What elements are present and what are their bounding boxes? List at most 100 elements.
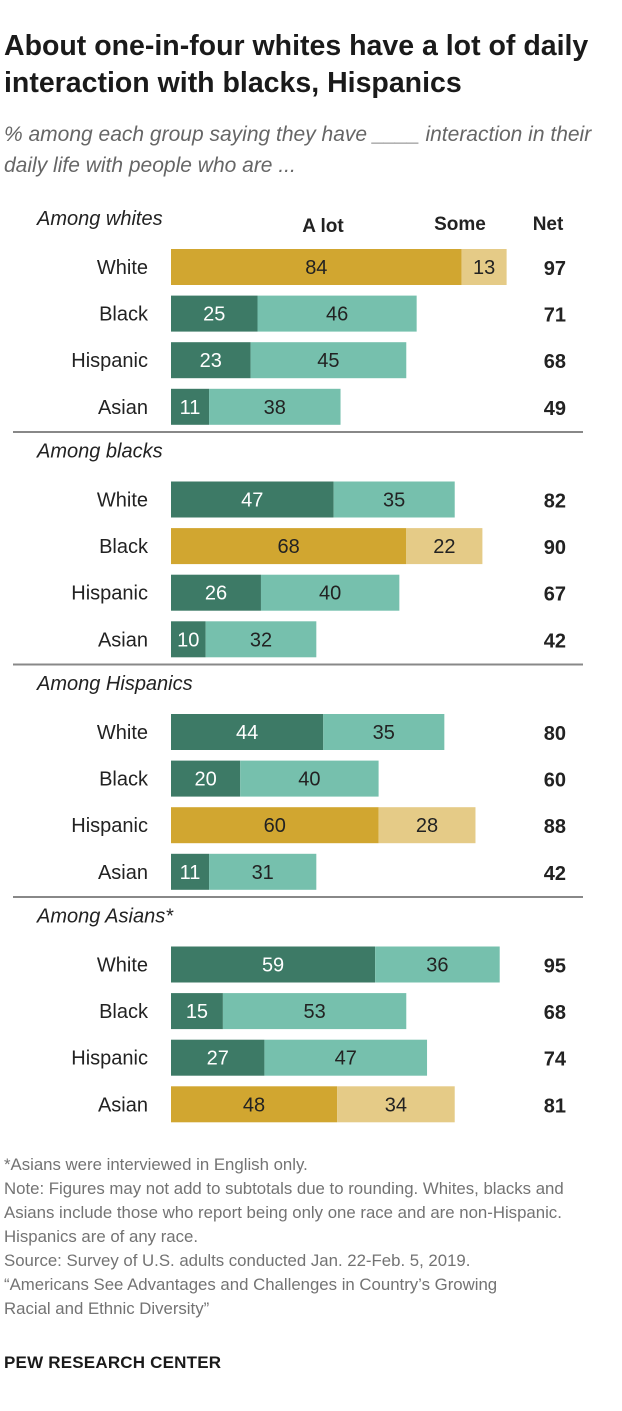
- value-label-a-lot: 11: [180, 397, 201, 419]
- category-label: Asian: [98, 629, 148, 651]
- category-label: White: [97, 490, 148, 512]
- net-value: 88: [544, 816, 566, 838]
- value-label-some: 36: [426, 955, 448, 977]
- value-label-a-lot: 26: [205, 583, 227, 605]
- value-label-some: 35: [373, 722, 395, 744]
- bar-a-lot: [171, 528, 407, 565]
- bar-a-lot: [171, 342, 251, 379]
- net-value: 90: [544, 537, 566, 559]
- bar-some: [375, 946, 500, 983]
- value-label-some: 22: [433, 536, 455, 558]
- bar-a-lot: [171, 388, 210, 425]
- net-value: 71: [544, 305, 566, 327]
- net-value: 74: [544, 1049, 567, 1071]
- value-label-a-lot: 44: [236, 722, 258, 744]
- bar-a-lot: [171, 1039, 265, 1076]
- category-label: Asian: [98, 397, 148, 419]
- net-value: 80: [544, 723, 566, 745]
- bar-a-lot: [171, 714, 324, 750]
- net-value: 68: [544, 1002, 566, 1024]
- bar-some: [461, 249, 507, 285]
- value-label-a-lot: 11: [180, 862, 201, 884]
- bar-some: [209, 853, 317, 890]
- net-value: 97: [544, 258, 566, 280]
- note-text: Note: Figures may not add to subtotals d…: [4, 1179, 564, 1246]
- value-label-some: 35: [383, 490, 405, 512]
- category-label: Black: [99, 304, 149, 326]
- bar-a-lot: [171, 249, 462, 285]
- value-label-some: 46: [326, 304, 348, 326]
- value-label-some: 13: [473, 257, 495, 279]
- bar-some: [406, 528, 483, 565]
- bar-a-lot: [171, 946, 376, 983]
- bar-a-lot: [171, 295, 258, 332]
- report-title: “Americans See Advantages and Challenges…: [4, 1275, 498, 1318]
- value-label-a-lot: 25: [203, 304, 225, 326]
- bar-some: [260, 574, 400, 611]
- header-some: Some: [434, 214, 486, 235]
- bar-some: [257, 295, 417, 332]
- group-label: Among blacks: [36, 441, 163, 463]
- stacked-bar-chart: A lot Some Net Among whites White 84 13 97 Black…: [13, 208, 583, 1123]
- value-label-a-lot: 27: [207, 1048, 229, 1070]
- group-label: Among Hispanics: [36, 673, 193, 695]
- value-label-a-lot: 60: [264, 815, 286, 837]
- bar-a-lot: [171, 807, 379, 844]
- bar-some: [337, 1086, 455, 1123]
- net-value: 81: [544, 1095, 566, 1117]
- bar-some: [323, 714, 445, 750]
- category-label: Black: [99, 536, 149, 558]
- value-label-a-lot: 10: [177, 629, 199, 651]
- category-label: Asian: [98, 1094, 148, 1116]
- category-label: White: [97, 955, 148, 977]
- value-label-a-lot: 48: [243, 1094, 265, 1116]
- category-label: Black: [99, 1001, 149, 1023]
- bar-a-lot: [171, 760, 241, 797]
- category-label: Black: [99, 769, 149, 791]
- bar-a-lot: [171, 574, 261, 611]
- source-text: Source: Survey of U.S. adults conducted …: [4, 1251, 471, 1270]
- value-label-a-lot: 84: [305, 257, 327, 279]
- net-value: 67: [544, 584, 566, 606]
- chart-footer: *Asians were interviewed in English only…: [4, 1153, 616, 1321]
- value-label-a-lot: 68: [278, 536, 300, 558]
- chart-title: About one-in-four whites have a lot of d…: [4, 30, 589, 99]
- value-label-some: 34: [385, 1094, 407, 1116]
- value-label-some: 53: [303, 1001, 325, 1023]
- bar-some: [209, 388, 341, 425]
- value-label-a-lot: 15: [186, 1001, 208, 1023]
- bar-a-lot: [171, 1086, 338, 1123]
- header-net: Net: [533, 214, 564, 235]
- category-label: Hispanic: [71, 350, 148, 372]
- bar-some: [333, 481, 455, 518]
- value-label-a-lot: 59: [262, 955, 284, 977]
- value-label-some: 32: [250, 629, 272, 651]
- chart-subtitle: % among each group saying they have ____…: [4, 123, 592, 177]
- bar-a-lot: [171, 993, 223, 1030]
- bar-some: [378, 807, 476, 844]
- net-value: 82: [544, 491, 566, 513]
- group-label: Among Asians*: [36, 906, 174, 928]
- asterisk-note: *Asians were interviewed in English only…: [4, 1155, 308, 1174]
- bar-some: [264, 1039, 428, 1076]
- net-value: 68: [544, 351, 566, 373]
- bar-some: [240, 760, 379, 797]
- bar-a-lot: [171, 853, 210, 890]
- category-label: Hispanic: [71, 815, 148, 837]
- bar-some: [205, 621, 317, 658]
- bar-a-lot: [171, 621, 206, 658]
- net-value: 95: [544, 956, 566, 978]
- value-label-a-lot: 47: [241, 490, 263, 512]
- value-label-some: 45: [317, 350, 339, 372]
- net-value: 42: [544, 863, 566, 885]
- net-value: 60: [544, 770, 566, 792]
- bar-some: [250, 342, 407, 379]
- bar-a-lot: [171, 481, 334, 518]
- value-label-some: 40: [298, 769, 320, 791]
- value-label-some: 31: [252, 862, 274, 884]
- value-label-some: 28: [416, 815, 438, 837]
- value-label-a-lot: 23: [200, 350, 222, 372]
- category-label: White: [97, 722, 148, 744]
- group-label: Among whites: [36, 208, 163, 230]
- value-label-a-lot: 20: [194, 769, 216, 791]
